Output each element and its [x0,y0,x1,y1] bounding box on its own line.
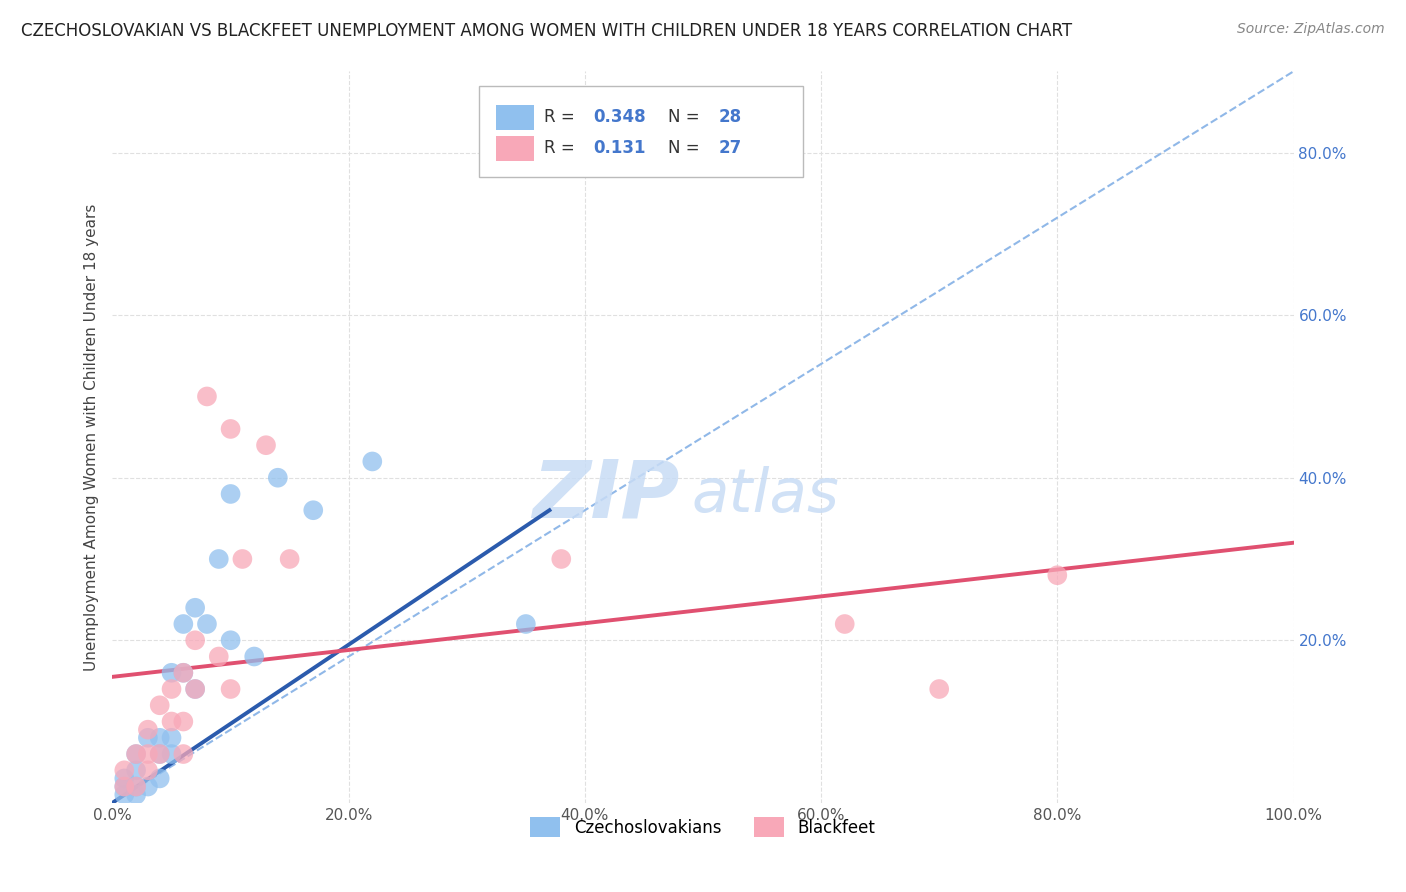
Point [149,772,172,786]
Point [219,633,242,648]
Point [172,665,194,680]
Text: N =: N = [668,139,704,157]
FancyBboxPatch shape [478,86,803,178]
Point [149,747,172,761]
Point [160,731,183,745]
Text: 0.348: 0.348 [593,109,645,127]
Text: R =: R = [544,139,585,157]
Point [361,454,384,468]
Point [125,747,148,761]
Point [172,747,194,761]
Point [184,633,207,648]
Point [243,649,266,664]
Point [136,731,159,745]
Point [184,681,207,696]
Point [1046,568,1069,582]
Y-axis label: Unemployment Among Women with Children Under 18 years: Unemployment Among Women with Children U… [83,203,98,671]
Point [160,747,183,761]
Text: CZECHOSLOVAKIAN VS BLACKFEET UNEMPLOYMENT AMONG WOMEN WITH CHILDREN UNDER 18 YEA: CZECHOSLOVAKIAN VS BLACKFEET UNEMPLOYMEN… [21,22,1073,40]
Point [136,747,159,761]
Point [219,487,242,501]
Point [195,389,218,403]
Point [160,681,183,696]
Point [208,649,231,664]
Point [928,681,950,696]
Point [112,764,135,778]
Text: atlas: atlas [692,467,839,525]
Point [172,665,194,680]
Point [172,617,194,632]
Point [112,772,135,786]
Point [208,552,231,566]
Point [125,780,148,794]
Text: R =: R = [544,109,579,127]
Point [278,552,301,566]
Point [219,422,242,436]
Legend: Czechoslovakians, Blackfeet: Czechoslovakians, Blackfeet [522,809,884,846]
Point [184,600,207,615]
Point [172,714,194,729]
Point [160,714,183,729]
Text: 0.131: 0.131 [593,139,645,157]
Text: Source: ZipAtlas.com: Source: ZipAtlas.com [1237,22,1385,37]
Point [136,780,159,794]
Point [231,552,253,566]
Point [149,698,172,713]
Point [112,788,135,802]
FancyBboxPatch shape [496,136,534,161]
Point [149,747,172,761]
Text: 28: 28 [718,109,741,127]
Point [112,780,135,794]
Text: 27: 27 [718,139,741,157]
Point [112,780,135,794]
Point [125,788,148,802]
Point [125,780,148,794]
Point [184,681,207,696]
FancyBboxPatch shape [496,105,534,130]
Point [160,665,183,680]
Point [302,503,325,517]
Text: N =: N = [668,109,704,127]
Point [219,681,242,696]
Point [834,617,856,632]
Point [149,731,172,745]
Point [267,471,290,485]
Point [515,617,537,632]
Point [136,723,159,737]
Text: ZIP: ZIP [531,457,679,534]
Point [195,617,218,632]
Point [550,552,572,566]
Point [125,764,148,778]
Point [254,438,277,452]
Point [125,747,148,761]
Point [136,764,159,778]
